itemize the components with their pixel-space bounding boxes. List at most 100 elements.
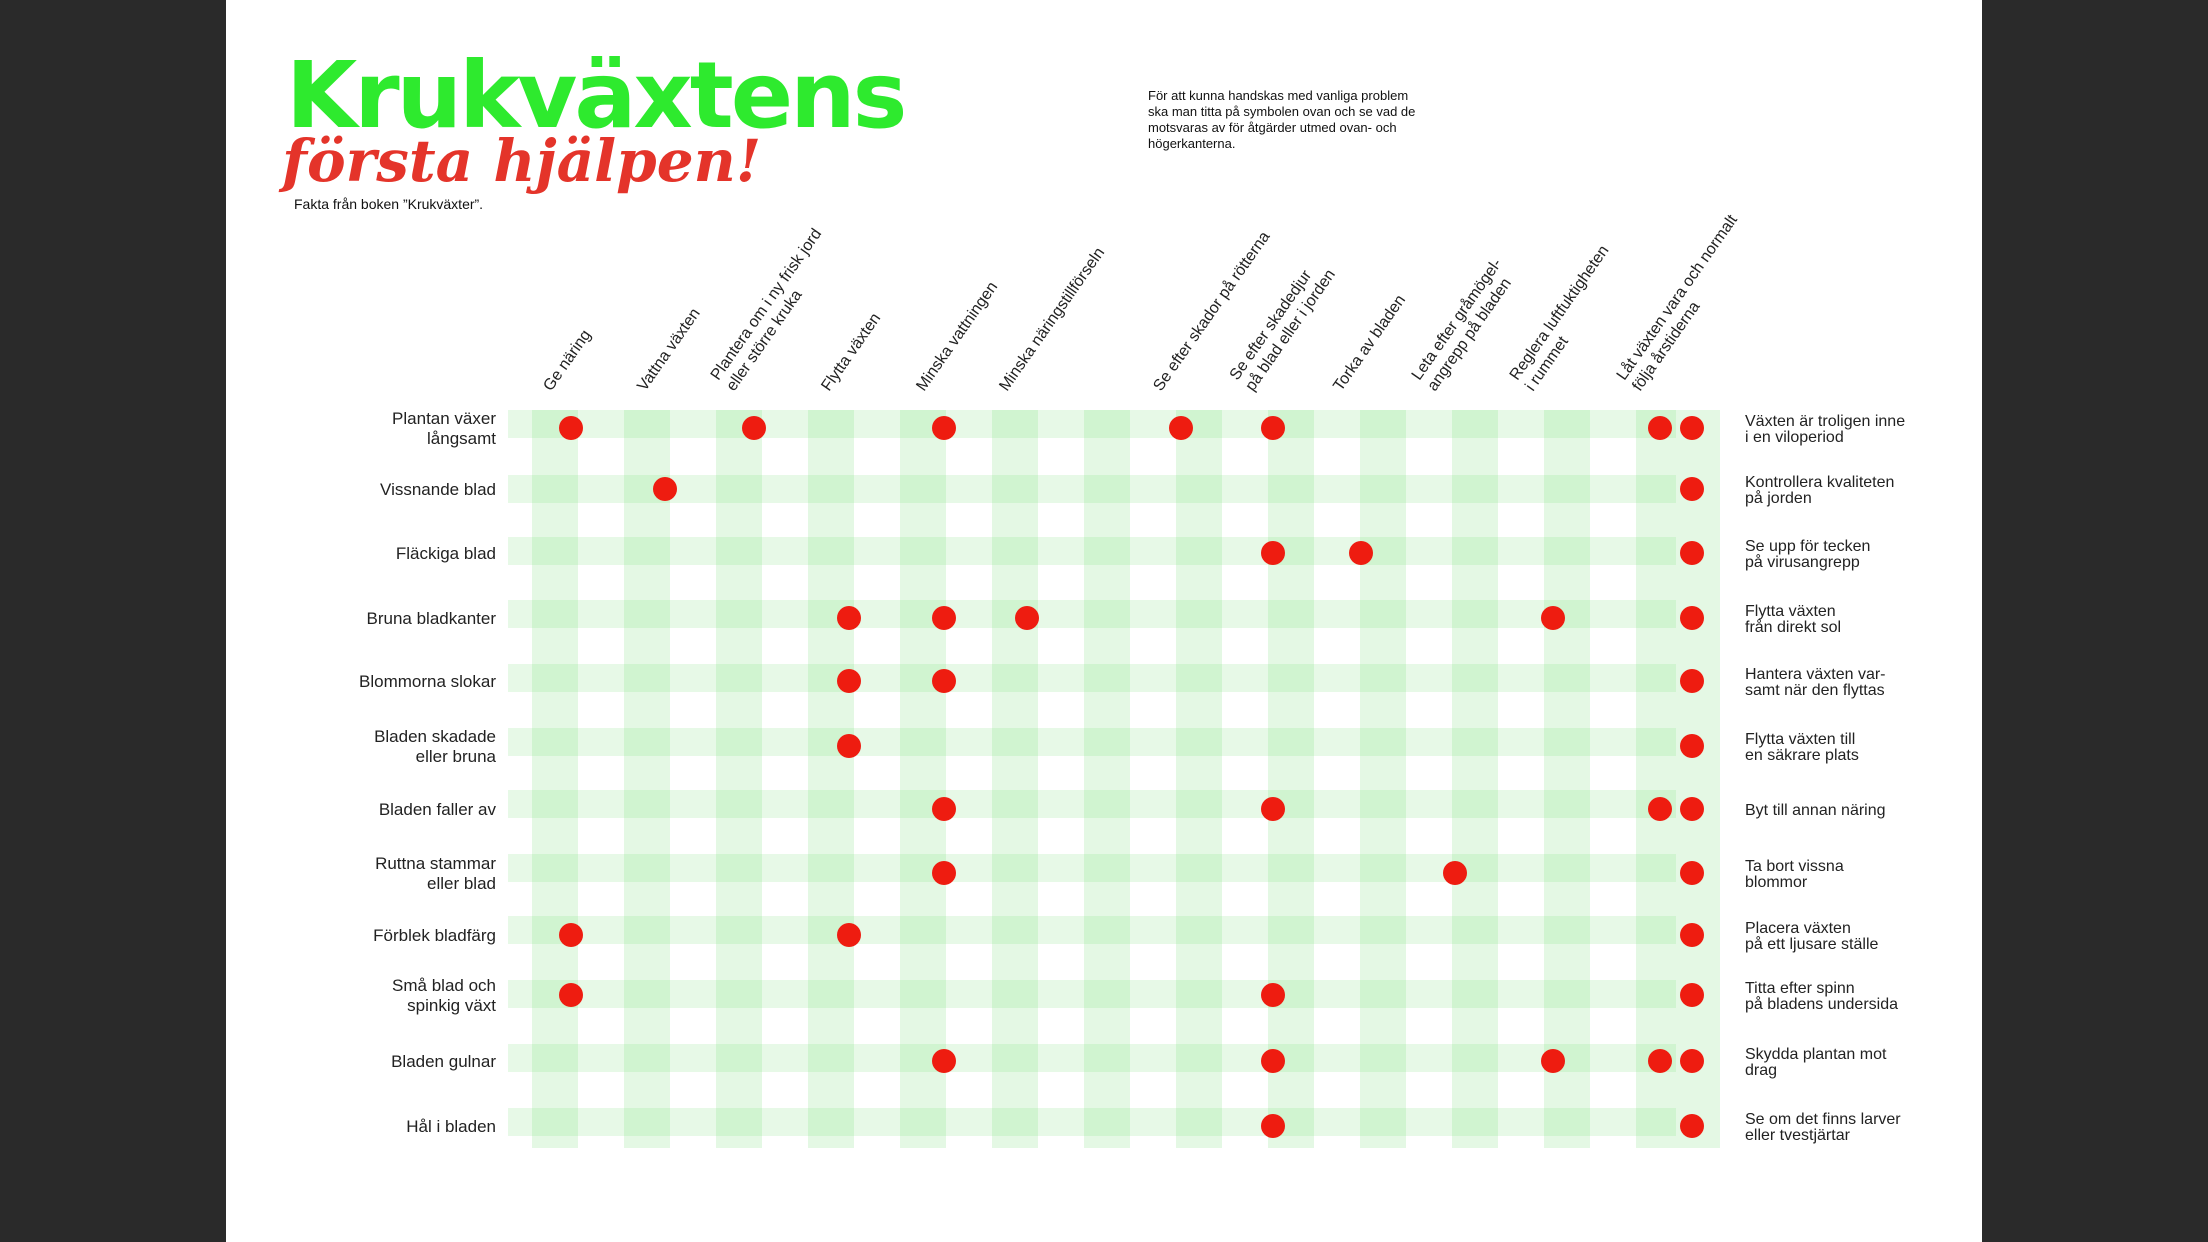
column-label-line: Plantera om i ny frisk jord xyxy=(708,226,825,384)
grid-cell-highlight xyxy=(1544,728,1590,756)
grid-cell-highlight xyxy=(1360,854,1406,882)
row-label: Bruna bladkanter xyxy=(367,609,497,628)
grid-cell-highlight xyxy=(1544,1108,1590,1136)
grid-cell-highlight xyxy=(1360,600,1406,628)
action-dot xyxy=(1261,797,1285,821)
grid-column-band xyxy=(1084,410,1130,1148)
advice-note: Ta bort vissna blommor xyxy=(1745,858,1844,891)
row-label-line: Förblek bladfärg xyxy=(373,926,496,945)
grid-cell-highlight xyxy=(1360,664,1406,692)
grid-cell-highlight xyxy=(900,1108,946,1136)
grid-cell-highlight xyxy=(1360,1108,1406,1136)
advice-note: Titta efter spinn på bladens undersida xyxy=(1745,980,1898,1013)
symptom-grid: Ge näring Vattna växten Plantera om i ny f… xyxy=(359,211,1905,1148)
advice-note-line: Skydda plantan mot xyxy=(1745,1046,1887,1063)
grid-cell-highlight xyxy=(1084,854,1130,882)
advice-note: Kontrollera kvaliteten på jorden xyxy=(1745,474,1894,507)
advice-note-line: på bladens undersida xyxy=(1745,995,1898,1013)
grid-column-band xyxy=(1452,410,1498,1148)
grid-cell-highlight xyxy=(1268,854,1314,882)
column-label: Reglera luftfuktigheteni rummet xyxy=(1507,242,1628,394)
grid-cell-highlight xyxy=(532,1108,578,1136)
advice-marker-dot xyxy=(1680,861,1704,885)
grid-cell-highlight xyxy=(992,1108,1038,1136)
action-dot xyxy=(837,734,861,758)
row-label-line: Små blad och xyxy=(392,976,496,995)
action-dot xyxy=(932,1049,956,1073)
advice-note-line: på virusangrepp xyxy=(1745,553,1860,571)
grid-cell-highlight xyxy=(1084,410,1130,438)
grid-cell-highlight xyxy=(1544,537,1590,565)
column-label-line: Vattna växten xyxy=(634,305,703,394)
row-label-line: Blommorna slokar xyxy=(359,672,496,691)
grid-cell-highlight xyxy=(716,916,762,944)
action-dot xyxy=(559,983,583,1007)
grid-column-band xyxy=(992,410,1038,1148)
row-label: Fläckiga blad xyxy=(396,544,496,563)
grid-cell-highlight xyxy=(716,600,762,628)
grid-cell-highlight xyxy=(532,475,578,503)
grid-cell-highlight xyxy=(1544,980,1590,1008)
row-label-line: Bladen skadade xyxy=(374,727,496,746)
grid-cell-highlight xyxy=(1268,664,1314,692)
grid-cell-highlight xyxy=(1544,854,1590,882)
advice-marker-dot xyxy=(1680,734,1704,758)
grid-cell-highlight xyxy=(1268,475,1314,503)
grid-cell-highlight xyxy=(1544,916,1590,944)
grid-cell-highlight xyxy=(1360,980,1406,1008)
action-dot xyxy=(1169,416,1193,440)
advice-note: Skydda plantan mot drag xyxy=(1745,1046,1887,1079)
source-note: Fakta från boken ”Krukväxter”. xyxy=(294,196,484,212)
grid-cell-highlight xyxy=(624,916,670,944)
page-title: Krukväxtens xyxy=(286,42,907,149)
action-dot xyxy=(1349,541,1373,565)
row-label-line: Bladen faller av xyxy=(379,800,497,819)
grid-cell-highlight xyxy=(1084,475,1130,503)
grid-cell-highlight xyxy=(1360,410,1406,438)
row-label: Blommorna slokar xyxy=(359,672,496,691)
grid-cell-highlight xyxy=(992,980,1038,1008)
column-label: Torka av bladen xyxy=(1330,292,1409,394)
grid-column-band xyxy=(1544,410,1590,1148)
grid-cell-highlight xyxy=(900,537,946,565)
page: Krukväxtens första hjälpen! Fakta från b… xyxy=(226,0,1982,1242)
advice-marker-dot xyxy=(1680,606,1704,630)
grid-cell-highlight xyxy=(1452,664,1498,692)
column-label: Ge näring xyxy=(540,327,594,394)
row-label-line: Fläckiga blad xyxy=(396,544,496,563)
row-label: Bladen faller av xyxy=(379,800,497,819)
grid-cell-highlight xyxy=(1636,728,1682,756)
row-label: Bladen skadade eller bruna xyxy=(374,727,496,766)
grid-cell-highlight xyxy=(1452,916,1498,944)
grid-cell-highlight xyxy=(1084,728,1130,756)
action-dot xyxy=(1443,861,1467,885)
grid-cell-highlight xyxy=(992,664,1038,692)
advice-note: Flytta växten till en säkrare plats xyxy=(1745,731,1859,764)
advice-note-line: Hantera växten var- xyxy=(1745,666,1886,683)
grid-cell-highlight xyxy=(808,1108,854,1136)
grid-column-band xyxy=(1360,410,1406,1148)
grid-cell-highlight xyxy=(1360,1044,1406,1072)
grid-cell-highlight xyxy=(624,1044,670,1072)
advice-marker-dot xyxy=(1680,477,1704,501)
grid-cell-highlight xyxy=(992,1044,1038,1072)
grid-cell-highlight xyxy=(716,980,762,1008)
grid-cell-highlight xyxy=(716,1108,762,1136)
row-label-line: Hål i bladen xyxy=(406,1117,496,1136)
grid-cell-highlight xyxy=(532,728,578,756)
grid-cell-highlight xyxy=(624,854,670,882)
advice-note-line: drag xyxy=(1745,1062,1777,1079)
advice-note-line: Flytta växten till xyxy=(1745,731,1855,748)
action-dot xyxy=(932,606,956,630)
action-dot xyxy=(1261,416,1285,440)
grid-cell-highlight xyxy=(1176,664,1222,692)
advice-note-line: från direkt sol xyxy=(1745,618,1841,636)
grid-cell-highlight xyxy=(1176,537,1222,565)
column-label-line: Ge näring xyxy=(540,327,594,394)
grid-cell-highlight xyxy=(1636,664,1682,692)
grid-cell-highlight xyxy=(1360,728,1406,756)
grid-column-band xyxy=(900,410,946,1148)
advice-note: Placera växten på ett ljusare ställe xyxy=(1745,920,1879,953)
grid-cell-highlight xyxy=(624,728,670,756)
column-label-line: Torka av bladen xyxy=(1330,292,1409,394)
